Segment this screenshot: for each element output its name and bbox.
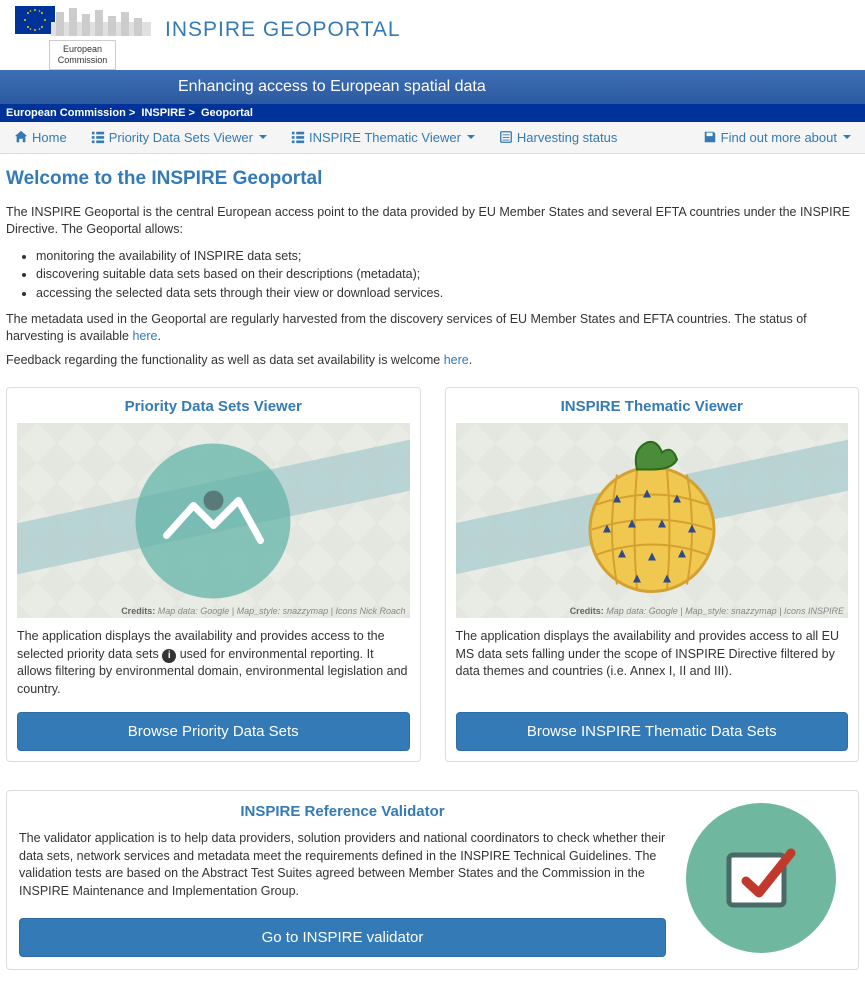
- list-item: monitoring the availability of INSPIRE d…: [36, 247, 859, 266]
- subtitle-bar: Enhancing access to European spatial dat…: [0, 70, 865, 104]
- browse-thematic-button[interactable]: Browse INSPIRE Thematic Data Sets: [456, 712, 849, 751]
- title-area: INSPIRE GEOPORTAL: [165, 0, 865, 42]
- here-link[interactable]: here: [132, 329, 157, 343]
- chevron-down-icon: [843, 135, 851, 139]
- ec-label: European Commission: [49, 40, 117, 70]
- nav-priority[interactable]: Priority Data Sets Viewer: [91, 130, 267, 145]
- breadcrumb-item-geoportal[interactable]: Geoportal: [201, 107, 253, 119]
- chart-circle-icon: [136, 443, 291, 598]
- nav-priority-label: Priority Data Sets Viewer: [109, 130, 253, 145]
- pineapple-icon: [577, 434, 727, 607]
- card-thematic: INSPIRE Thematic Viewer: [445, 387, 860, 762]
- home-icon: [14, 130, 28, 144]
- main-heading: Welcome to the INSPIRE Geoportal: [6, 168, 859, 190]
- nav-home[interactable]: Home: [14, 130, 67, 145]
- main-content: Welcome to the INSPIRE Geoportal The INS…: [0, 154, 865, 984]
- building-icon: [51, 2, 151, 36]
- nav-thematic-label: INSPIRE Thematic Viewer: [309, 130, 461, 145]
- metadata-text: The metadata used in the Geoportal are r…: [6, 311, 859, 346]
- list-item: discovering suitable data sets based on …: [36, 265, 859, 284]
- list-icon: [291, 130, 305, 144]
- logo-area: European Commission: [0, 0, 165, 70]
- credits-text: Credits: Map data: Google | Map_style: s…: [570, 606, 844, 616]
- info-icon[interactable]: i: [162, 649, 176, 663]
- browse-priority-button[interactable]: Browse Priority Data Sets: [17, 712, 410, 751]
- goto-validator-button[interactable]: Go to INSPIRE validator: [19, 918, 666, 957]
- card-priority: Priority Data Sets Viewer Credits: Map d…: [6, 387, 421, 762]
- intro-list: monitoring the availability of INSPIRE d…: [36, 247, 859, 303]
- nav-findout-label: Find out more about: [721, 130, 837, 145]
- credits-text: Credits: Map data: Google | Map_style: s…: [121, 606, 405, 616]
- chevron-down-icon: [259, 135, 267, 139]
- metadata-span: The metadata used in the Geoportal are r…: [6, 312, 807, 344]
- harvest-icon: [499, 130, 513, 144]
- card-desc: The application displays the availabilit…: [17, 628, 410, 698]
- ec-label-1: European: [63, 44, 102, 54]
- eu-flag-icon: [15, 6, 55, 34]
- feedback-span: Feedback regarding the functionality as …: [6, 353, 444, 367]
- top-header: European Commission INSPIRE GEOPORTAL: [0, 0, 865, 70]
- card-image: Credits: Map data: Google | Map_style: s…: [456, 423, 849, 618]
- card-image: Credits: Map data: Google | Map_style: s…: [17, 423, 410, 618]
- nav-home-label: Home: [32, 130, 67, 145]
- breadcrumb: European Commission > INSPIRE > Geoporta…: [0, 104, 865, 122]
- nav-thematic[interactable]: INSPIRE Thematic Viewer: [291, 130, 475, 145]
- breadcrumb-item-inspire[interactable]: INSPIRE: [141, 107, 185, 119]
- nav-harvesting[interactable]: Harvesting status: [499, 130, 617, 145]
- list-icon: [91, 130, 105, 144]
- feedback-text: Feedback regarding the functionality as …: [6, 352, 859, 370]
- card-title: INSPIRE Thematic Viewer: [456, 398, 849, 415]
- validator-left: INSPIRE Reference Validator The validato…: [19, 803, 666, 957]
- nav-findout[interactable]: Find out more about: [703, 130, 851, 145]
- card-title: INSPIRE Reference Validator: [19, 803, 666, 820]
- here-link[interactable]: here: [444, 353, 469, 367]
- nav-harvesting-label: Harvesting status: [517, 130, 617, 145]
- list-item: accessing the selected data sets through…: [36, 284, 859, 303]
- card-title: Priority Data Sets Viewer: [17, 398, 410, 415]
- card-desc: The application displays the availabilit…: [456, 628, 849, 698]
- chevron-down-icon: [467, 135, 475, 139]
- intro-text: The INSPIRE Geoportal is the central Eur…: [6, 204, 859, 239]
- save-icon: [703, 130, 717, 144]
- ec-label-2: Commission: [58, 55, 108, 65]
- card-validator: INSPIRE Reference Validator The validato…: [6, 790, 859, 970]
- cards-row: Priority Data Sets Viewer Credits: Map d…: [6, 387, 859, 762]
- card-desc: The validator application is to help dat…: [19, 830, 666, 900]
- nav-bar: Home Priority Data Sets Viewer INSPIRE T…: [0, 122, 865, 154]
- validator-check-icon: [686, 803, 836, 953]
- breadcrumb-item-ec[interactable]: European Commission: [6, 107, 126, 119]
- page-title: INSPIRE GEOPORTAL: [165, 18, 865, 42]
